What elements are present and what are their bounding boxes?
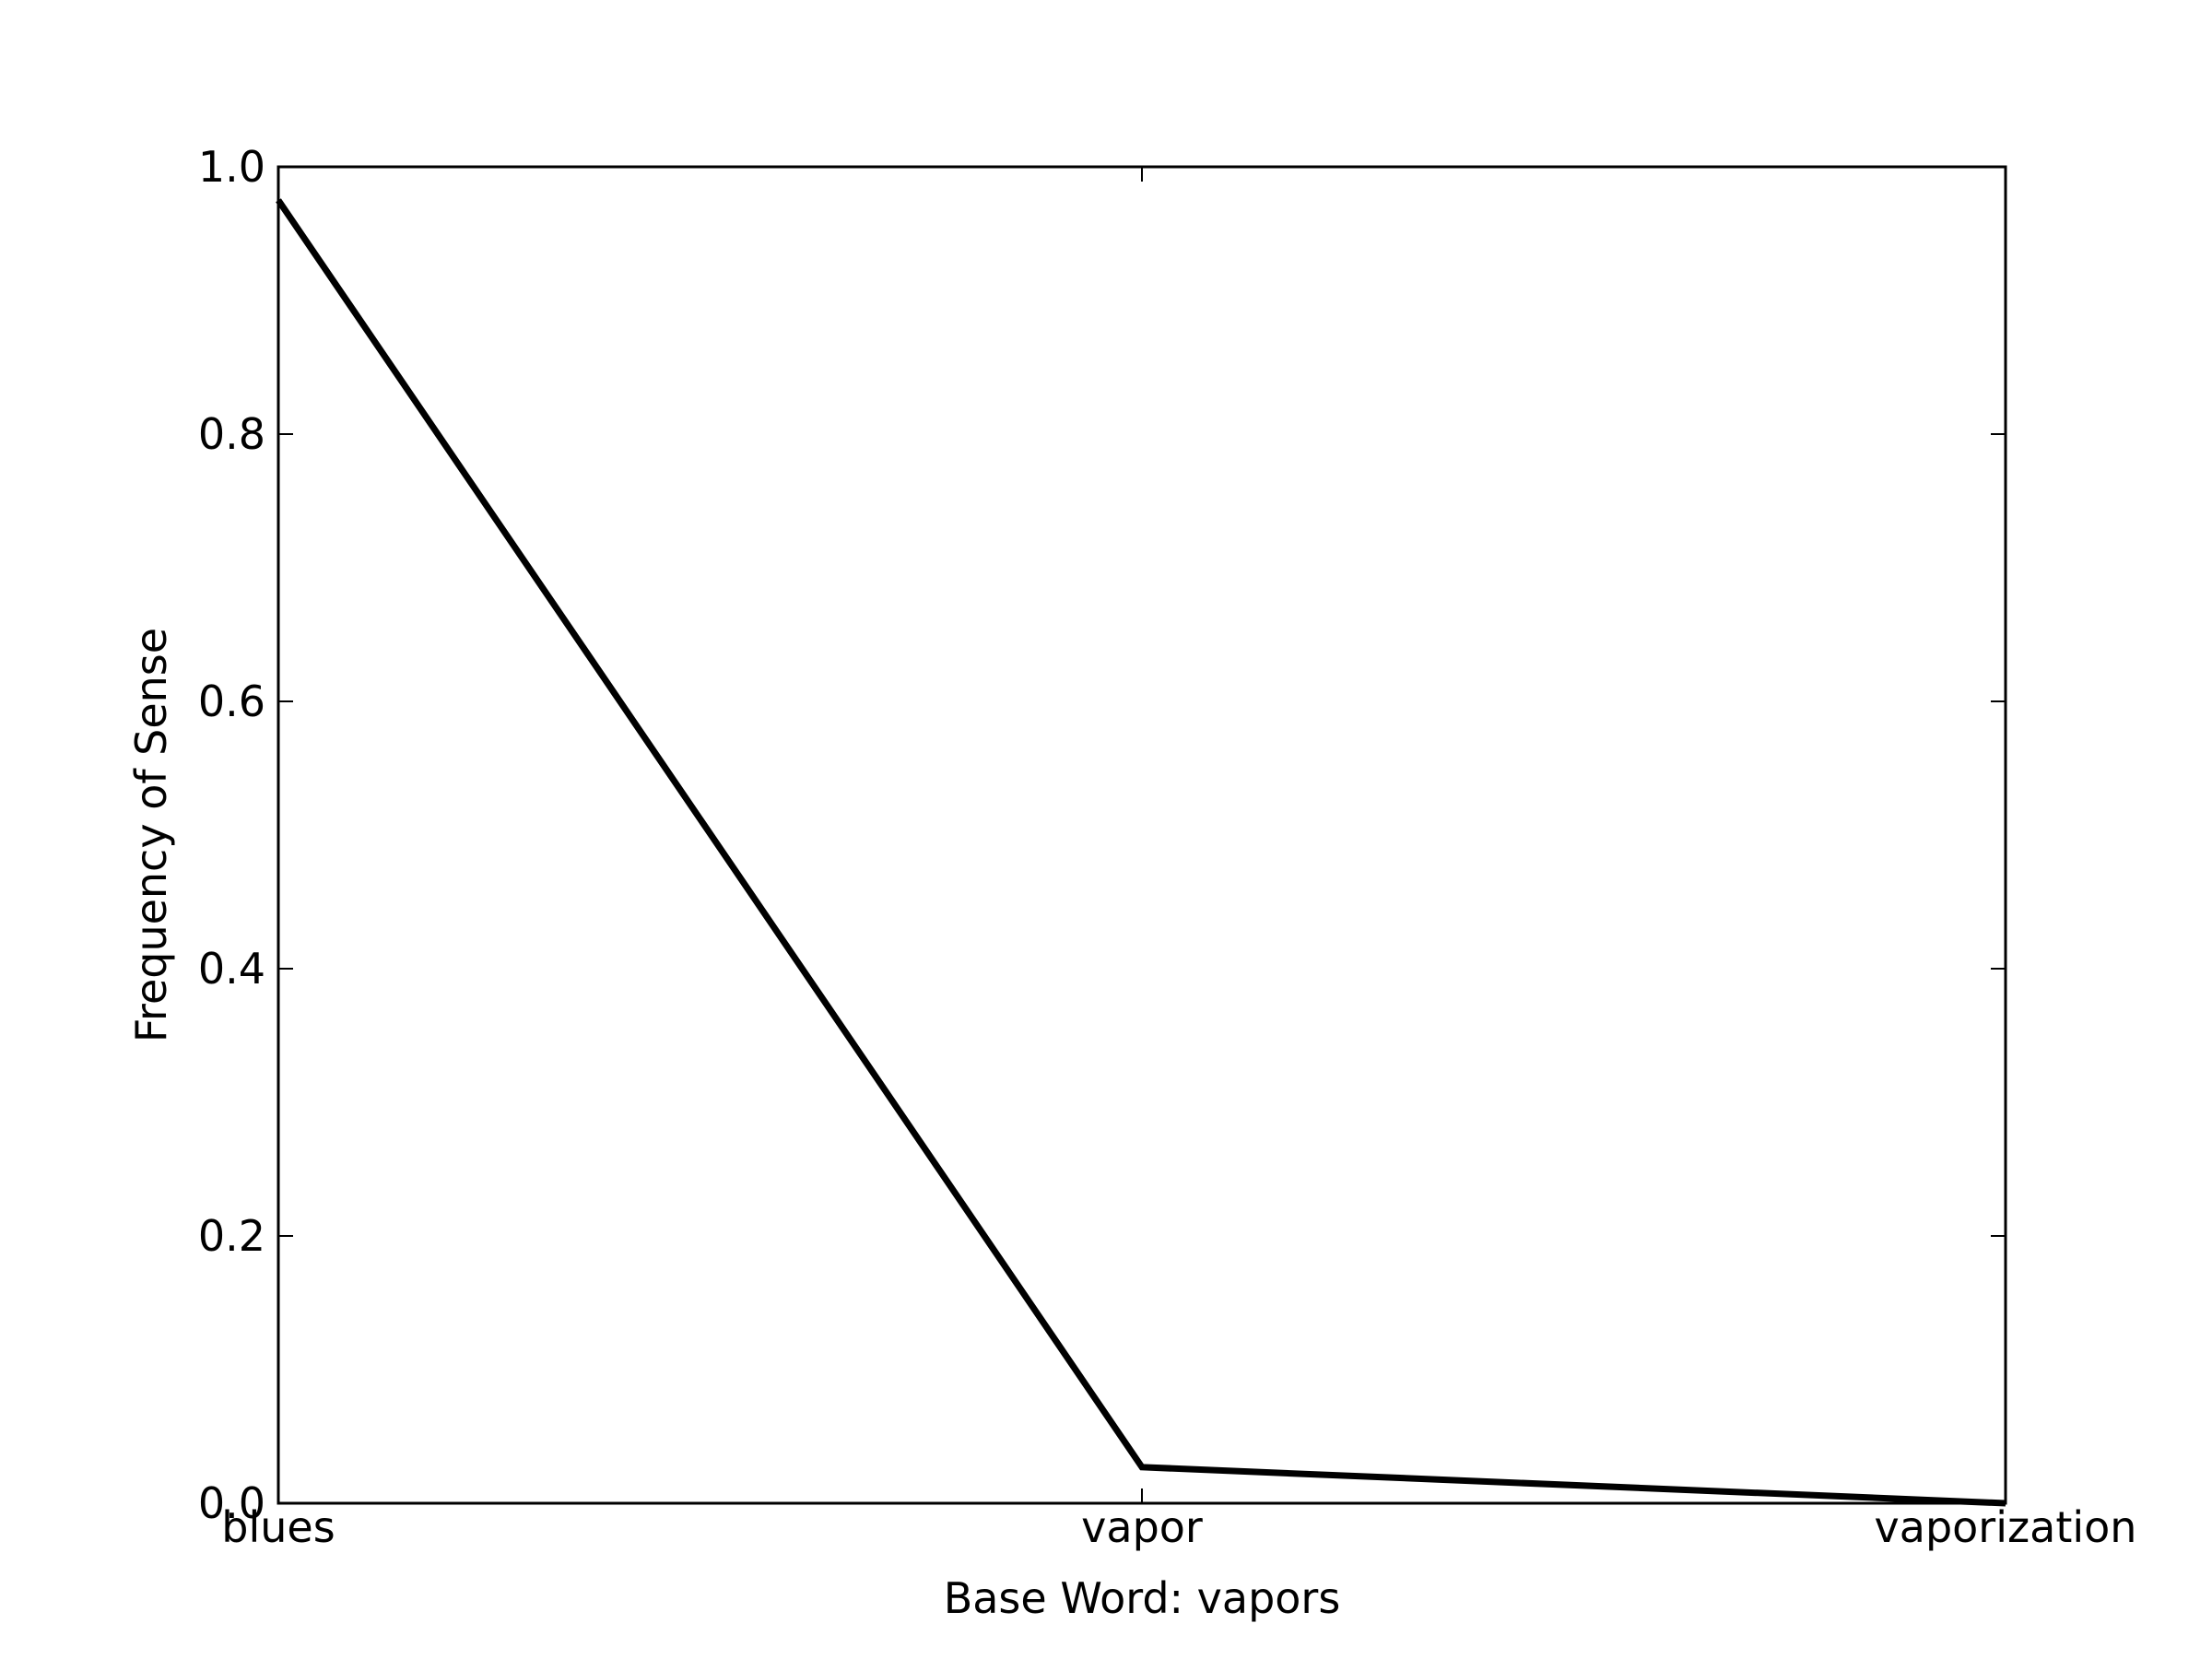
y-tick-label: 0.2 — [198, 1211, 265, 1261]
x-axis-label: Base Word: vapors — [944, 1573, 1341, 1623]
series-layer — [276, 198, 2006, 1507]
y-tick-label: 0.6 — [198, 677, 265, 726]
y-tick-label: 1.0 — [198, 142, 265, 192]
y-axis-label: Frequency of Sense — [126, 628, 176, 1042]
y-tick-label: 0.8 — [198, 409, 265, 459]
x-tick-label: blues — [221, 1502, 335, 1552]
y-tick-label: 0.4 — [198, 944, 265, 994]
plot-frame — [276, 165, 2007, 1505]
tick-labels-layer: 0.0 0.2 0.4 0.6 0.8 1.0 blues vapor vaporization — [198, 142, 2137, 1552]
y-tick-label: 0.0 — [198, 1478, 265, 1528]
series-line — [276, 198, 2006, 1507]
x-tick-label: vaporization — [1875, 1502, 2137, 1552]
x-tick-label: vapor — [1081, 1502, 1203, 1552]
